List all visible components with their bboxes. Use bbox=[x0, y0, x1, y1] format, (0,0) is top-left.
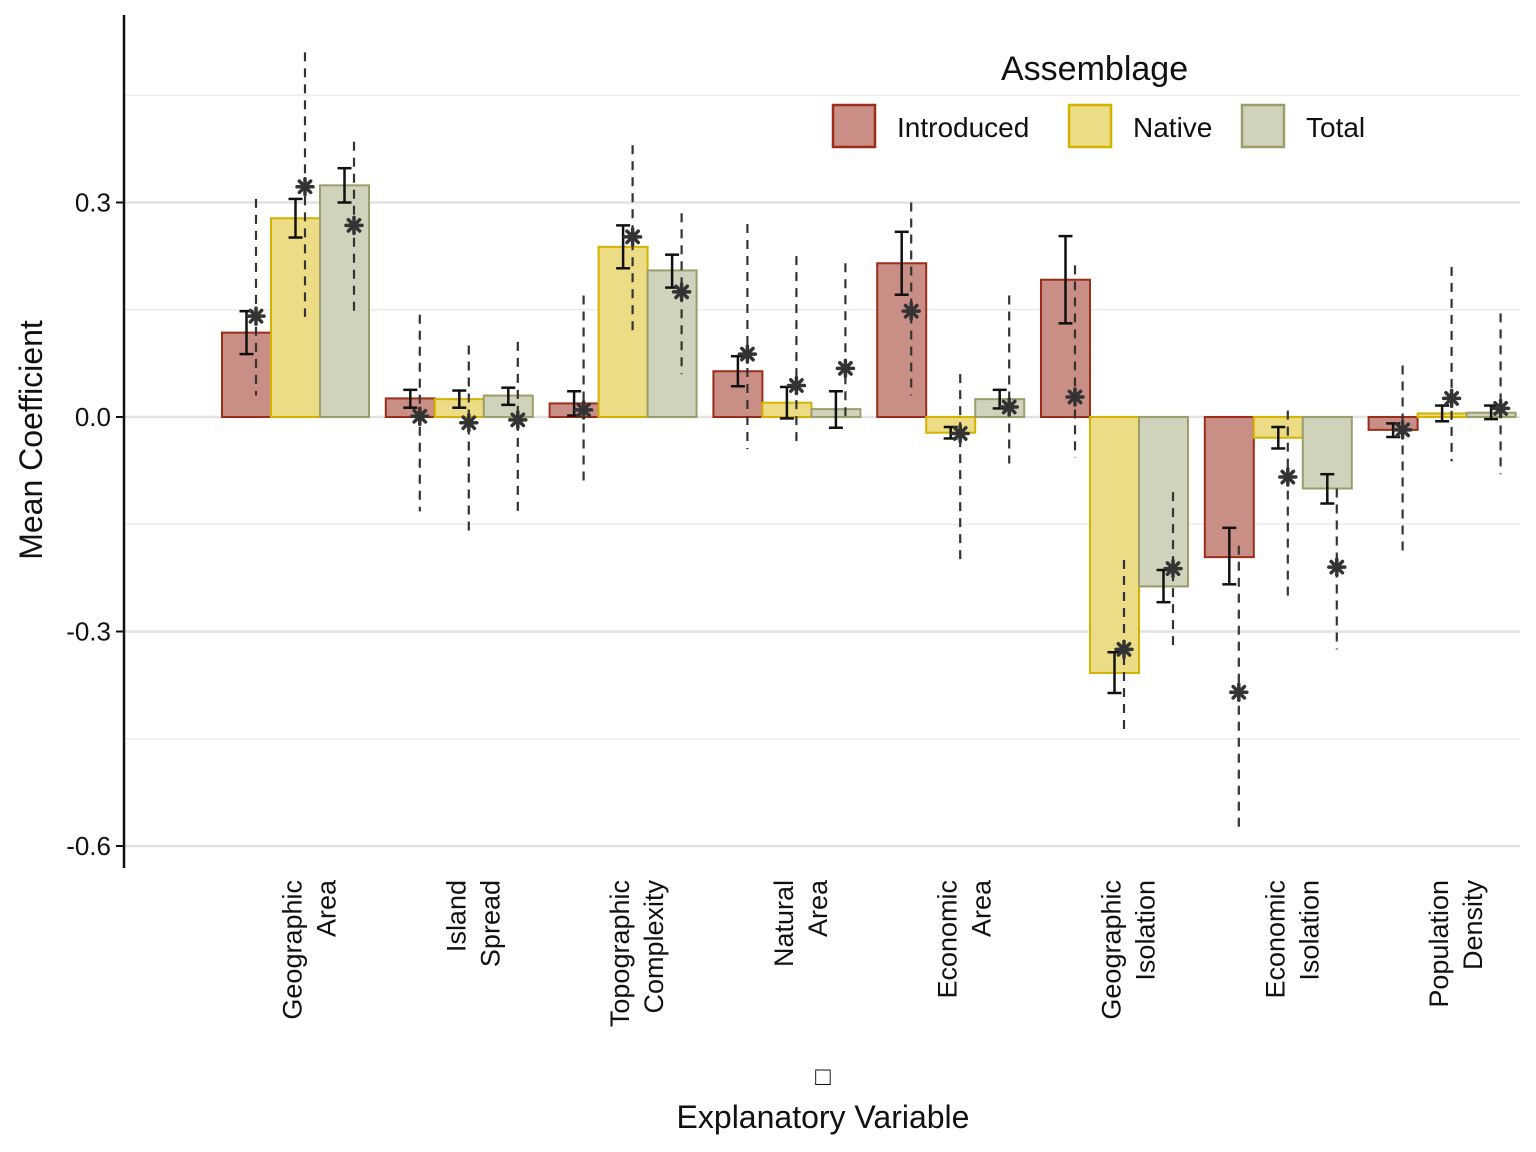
point-estimate-star bbox=[737, 344, 758, 364]
bars bbox=[221, 184, 1517, 674]
category-label-line: Natural bbox=[769, 880, 799, 967]
point-estimate-star bbox=[1441, 388, 1462, 409]
point-estimate-star bbox=[573, 400, 594, 420]
category-label-line: Complexity bbox=[639, 880, 669, 1014]
category-label: Economic Isolation bbox=[1260, 880, 1324, 999]
bar-native bbox=[270, 217, 321, 418]
legend-items: Introduced Native Total bbox=[831, 103, 1365, 149]
point-estimate-star bbox=[1065, 387, 1085, 407]
error-bar bbox=[1058, 234, 1073, 325]
error-bar bbox=[501, 386, 516, 407]
error-bar bbox=[288, 197, 303, 239]
category-label-line: Island bbox=[441, 880, 471, 952]
legend-item-total: Total bbox=[1240, 103, 1365, 149]
category-label: Economic Area bbox=[933, 879, 997, 999]
bar-native bbox=[1089, 416, 1140, 674]
error-bar bbox=[894, 230, 909, 296]
bar-introduced bbox=[876, 262, 928, 418]
point-estimate-star bbox=[1327, 557, 1347, 577]
legend-swatch bbox=[1067, 103, 1113, 149]
legend-label: Native bbox=[1133, 112, 1212, 143]
point-estimate-star bbox=[1114, 639, 1134, 660]
point-estimate-star bbox=[622, 227, 643, 247]
error-bar bbox=[452, 389, 467, 409]
error-bar bbox=[1320, 472, 1335, 505]
legend-label: Introduced bbox=[897, 112, 1029, 143]
error-bar bbox=[616, 224, 631, 270]
point-estimate-star bbox=[459, 412, 479, 433]
y-axis-title: Mean Coefficient bbox=[13, 320, 49, 560]
category-label: Population Density bbox=[1424, 880, 1488, 1008]
point-estimate-star bbox=[508, 410, 528, 430]
point-estimate-star bbox=[410, 406, 430, 427]
legend-swatch bbox=[831, 103, 877, 149]
bar-total bbox=[319, 184, 370, 418]
y-tick-label: 0.0 bbox=[75, 402, 111, 432]
error-bar bbox=[828, 390, 843, 429]
point-estimate-star bbox=[999, 397, 1019, 417]
point-estimate-star bbox=[671, 282, 692, 302]
point-estimate-star bbox=[1490, 398, 1511, 419]
category-label-line: Geographic bbox=[1097, 880, 1127, 1020]
point-estimate-star bbox=[246, 306, 266, 326]
bar-native bbox=[597, 245, 649, 418]
y-tick-label: 0.3 bbox=[75, 188, 111, 218]
error-bars bbox=[239, 166, 1499, 695]
category-label-line: Density bbox=[1458, 880, 1488, 971]
y-tick-label: -0.6 bbox=[66, 831, 111, 861]
category-label-line: Area bbox=[967, 879, 997, 937]
category-label-line: Area bbox=[312, 879, 342, 937]
x-axis-symbol: □ bbox=[815, 1061, 831, 1091]
error-bar bbox=[730, 354, 745, 388]
point-estimates bbox=[246, 52, 1511, 829]
category-label-line: Area bbox=[803, 879, 833, 937]
category-label-line: Economic bbox=[933, 880, 963, 999]
point-estimate-star bbox=[1163, 558, 1183, 579]
point-estimate-star bbox=[1278, 467, 1298, 487]
category-label: Geographic Area bbox=[278, 879, 342, 1020]
category-label-line: Geographic bbox=[278, 880, 308, 1020]
legend-item-introduced: Introduced bbox=[831, 103, 1029, 149]
point-estimate-star bbox=[1392, 420, 1413, 440]
error-bar bbox=[403, 388, 418, 409]
point-estimate-star bbox=[786, 375, 807, 396]
legend-item-native: Native bbox=[1067, 103, 1212, 149]
bar-total bbox=[646, 269, 698, 418]
y-tick-label: -0.3 bbox=[66, 617, 111, 647]
point-estimate-star bbox=[901, 301, 921, 321]
category-label: Geographic Isolation bbox=[1097, 880, 1161, 1020]
point-estimate-star bbox=[835, 358, 856, 379]
category-label-line: Economic bbox=[1260, 880, 1290, 999]
category-label-line: Population bbox=[1424, 880, 1454, 1008]
legend: Assemblage Introduced Native Total bbox=[831, 50, 1365, 149]
error-bar bbox=[337, 166, 352, 204]
point-estimate-star bbox=[344, 215, 364, 236]
category-label: Natural Area bbox=[769, 879, 833, 967]
error-bar bbox=[1222, 526, 1237, 586]
x-axis-title: Explanatory Variable bbox=[677, 1099, 970, 1135]
point-estimate-star bbox=[950, 423, 970, 444]
category-label-line: Spread bbox=[475, 880, 505, 967]
category-label-line: Isolation bbox=[1294, 880, 1324, 981]
legend-title: Assemblage bbox=[1001, 50, 1188, 88]
legend-label: Total bbox=[1306, 112, 1365, 143]
point-estimate-star bbox=[1229, 682, 1249, 703]
error-bar bbox=[1271, 425, 1286, 450]
category-label: Topographic Complexity bbox=[605, 880, 669, 1028]
category-label-line: Isolation bbox=[1131, 880, 1161, 981]
x-tick-labels: Geographic Area Island Spread Topographic Com… bbox=[278, 879, 1489, 1027]
category-label: Island Spread bbox=[441, 880, 505, 967]
point-estimate-star bbox=[295, 177, 315, 197]
y-axis: 0.3 0.0 -0.3 -0.6 bbox=[66, 15, 126, 868]
bar-total bbox=[1138, 416, 1189, 588]
category-label-line: Topographic bbox=[605, 880, 635, 1027]
legend-swatch bbox=[1240, 103, 1286, 149]
